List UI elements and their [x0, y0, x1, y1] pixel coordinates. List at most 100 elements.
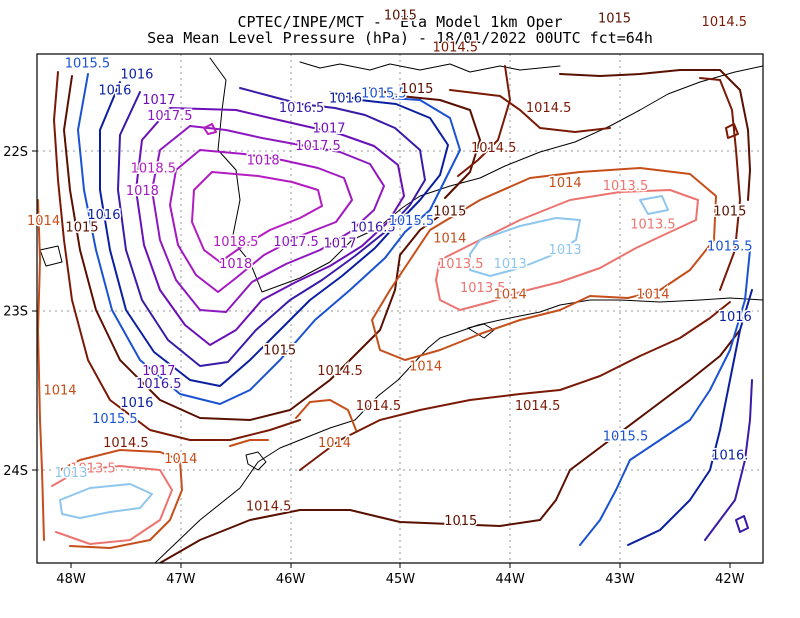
contour-label: 1014	[549, 176, 582, 191]
contour-label: 1013	[54, 466, 87, 481]
contour-label: 1018.5	[213, 235, 259, 250]
y-tick-label: 23S	[3, 305, 28, 320]
contour-label: 1014	[164, 452, 197, 467]
contour-label: 1016.5	[136, 377, 182, 392]
contour-label: 1013.5	[70, 461, 116, 476]
contour-label: 1017	[142, 364, 175, 379]
x-tick-label: 48W	[56, 572, 86, 587]
contour-1018	[169, 149, 353, 293]
state-border-north	[299, 61, 561, 73]
contour-label: 1016	[329, 91, 362, 106]
contour-label: 1014.5	[103, 436, 149, 451]
contour-label: 1014.5	[515, 399, 561, 414]
contour-label: 1015	[713, 205, 746, 220]
contour-label: 1015.5	[389, 214, 435, 229]
contour-label: 1014.5	[526, 101, 572, 116]
contour-label: 1013.5	[603, 179, 649, 194]
contour-1018-5	[191, 123, 323, 263]
contour-1016-5-east	[704, 379, 753, 541]
x-tick-label: 46W	[276, 572, 306, 587]
contour-1014-5-west	[53, 71, 301, 441]
contour-label: 1013.5	[438, 257, 484, 272]
contour-label: 1016.	[711, 449, 748, 464]
contour-label: 1016	[120, 67, 153, 82]
contour-label: 1014.5	[702, 15, 748, 30]
contour-1016	[99, 81, 449, 387]
contour-label: 1013.5	[630, 217, 676, 232]
contour-label: 1016	[87, 208, 120, 223]
contour-label: 1014.5	[317, 364, 363, 379]
contour-label: 1015.5	[603, 430, 649, 445]
contour-label: 1015	[598, 12, 631, 27]
contour-label: 1013.5	[460, 281, 506, 296]
coastline	[154, 297, 763, 563]
x-tick-label: 45W	[386, 572, 416, 587]
contour-label: 1013	[549, 243, 582, 258]
contour-1015-ne	[559, 69, 751, 201]
contour-1014-south	[59, 399, 357, 549]
state-border	[209, 57, 763, 293]
contour-label: 1015.5	[707, 240, 753, 255]
x-tick-label: 43W	[605, 572, 635, 587]
contour-label: 1014.5	[246, 500, 292, 515]
contour-label: 1015	[444, 514, 477, 529]
contour-label: 1014	[27, 214, 60, 229]
contour-1013-5	[435, 189, 699, 311]
contour-label: 1016	[98, 83, 131, 98]
contour-label: 1017	[142, 93, 175, 108]
contour-1013-south	[59, 483, 153, 519]
contour-1017	[135, 107, 405, 346]
grid-lines	[37, 54, 763, 563]
contour-1014-central	[371, 167, 717, 361]
contour-1014-west	[37, 199, 45, 541]
contour-label: 1017.5	[147, 109, 193, 124]
contour-label: 1015	[263, 343, 296, 358]
contour-1013	[469, 195, 669, 277]
contour-label: 1018.5	[131, 162, 177, 177]
map-title: CPTEC/INPE/MCT - Eta Model 1km Oper	[237, 13, 563, 31]
x-tick-label: 44W	[495, 572, 525, 587]
contour-label: 1014	[636, 288, 669, 303]
contour-label: 1014	[409, 359, 442, 374]
tick-marks	[32, 150, 731, 568]
contour-1016-east	[627, 289, 753, 546]
contour-1015-5-east	[579, 249, 751, 546]
contour-label: 1014.5	[356, 399, 402, 414]
contour-label: 1018	[126, 184, 159, 199]
contour-1015-north	[369, 87, 481, 199]
contour-label: 1013	[494, 257, 527, 272]
contour-1014-5-north	[449, 65, 611, 177]
contour-label: 1015	[400, 82, 433, 97]
x-tick-label: 42W	[715, 572, 745, 587]
contour-label: 1017.5	[273, 235, 319, 250]
contour-1015-5	[77, 73, 461, 405]
contour-label: 1018	[247, 154, 280, 169]
contour-label: 1016	[719, 310, 752, 325]
contour-label: 1015	[433, 205, 466, 220]
contour-label: 1014	[43, 383, 76, 398]
contour-label: 1015.5	[361, 87, 407, 102]
contour-label: 1015.5	[65, 56, 111, 71]
contour-label: 1017	[312, 122, 345, 137]
contour-1014-5-east	[299, 301, 731, 471]
contour-label: 1016	[120, 396, 153, 411]
contour-label: 1016.5	[350, 221, 396, 236]
contour-label: 1017	[323, 237, 356, 252]
contour-label: 1014	[433, 232, 466, 247]
contour-label: 1015.5	[92, 412, 138, 427]
y-tick-labels: 22S 23S 24S	[3, 145, 28, 479]
contour-label: 1014	[494, 288, 527, 303]
contour-label: 1016.5	[279, 101, 325, 116]
contour-label: 1015	[384, 8, 417, 23]
map-subtitle: Sea Mean Level Pressure (hPa) - 18/01/20…	[147, 29, 653, 47]
contour-1015-south	[159, 329, 741, 563]
contour-1017-5	[151, 125, 385, 313]
y-tick-label: 22S	[3, 145, 28, 160]
contour-1016-5	[117, 87, 426, 367]
y-tick-label: 24S	[3, 464, 28, 479]
contour-label: 1018	[219, 257, 252, 272]
x-tick-label: 47W	[166, 572, 196, 587]
contour-label: 1014.5	[433, 40, 479, 55]
contour-label: 1017.5	[295, 139, 341, 154]
